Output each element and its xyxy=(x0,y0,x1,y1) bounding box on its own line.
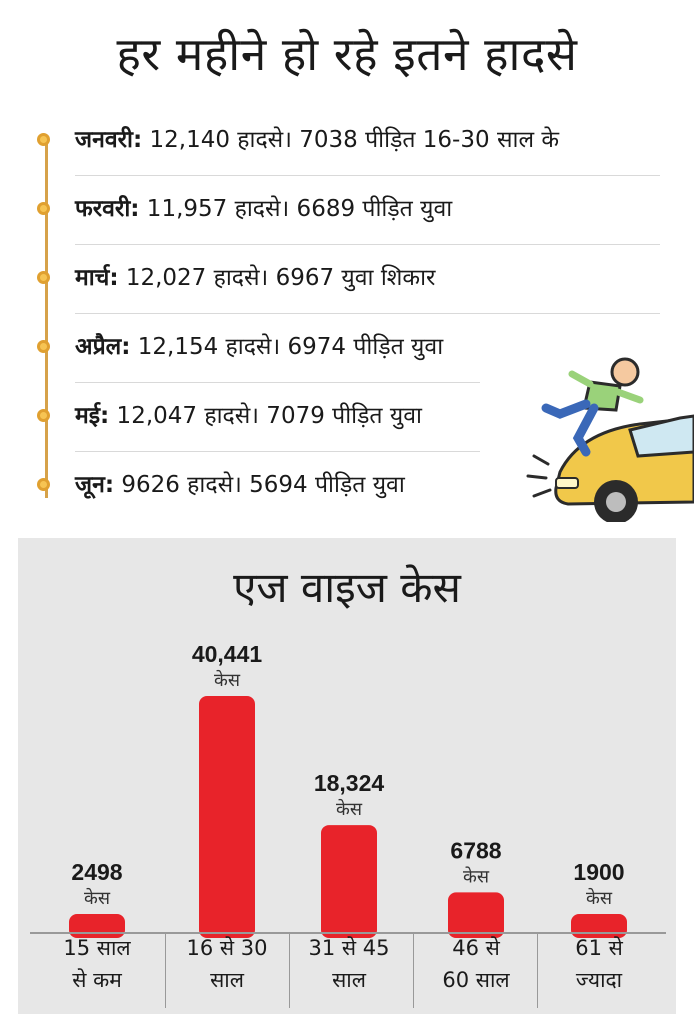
bar xyxy=(448,892,504,938)
bar xyxy=(199,696,255,938)
bar-value-label: 6788 xyxy=(450,837,501,863)
x-tick-label-line: साल xyxy=(210,968,244,992)
x-tick-label-line: 61 से xyxy=(575,936,623,960)
bar-unit-label: केस xyxy=(586,887,613,909)
x-tick-label-line: 16 से 30 xyxy=(186,936,268,960)
x-axis xyxy=(30,932,666,1010)
x-tick-label-line: 60 साल xyxy=(442,968,510,992)
month-row-january: जनवरी: 12,140 हादसे। 7038 पीड़ित 16-30 स… xyxy=(0,108,660,176)
axis-divider xyxy=(289,934,290,1008)
bar-value-label: 1900 xyxy=(573,859,624,885)
timeline-dot-icon xyxy=(37,202,50,215)
timeline-dot-icon xyxy=(37,409,50,422)
monthly-timeline: जनवरी: 12,140 हादसे। 7038 पीड़ित 16-30 स… xyxy=(0,108,694,528)
month-name: मार्च: xyxy=(75,265,119,291)
bar xyxy=(321,825,377,938)
axis-divider xyxy=(537,934,538,1008)
month-row-may: मई: 12,047 हादसे। 7079 पीड़ित युवा xyxy=(0,384,660,452)
x-tick-label-line: साल xyxy=(332,968,366,992)
bar-unit-label: केस xyxy=(84,887,111,909)
bar-unit-label: केस xyxy=(463,865,490,887)
car-hitting-pedestrian-icon xyxy=(526,357,694,522)
month-name: जून: xyxy=(75,472,115,498)
bar-value-label: 40,441 xyxy=(192,641,263,667)
month-stats: 12,154 हादसे। 6974 पीड़ित युवा xyxy=(130,334,444,360)
month-row-june: जून: 9626 हादसे। 5694 पीड़ित युवा xyxy=(0,453,660,521)
chart-title: एज वाइज केस xyxy=(233,563,461,612)
row-divider xyxy=(75,313,660,314)
x-tick-label: 31 से 45 साल xyxy=(290,932,408,996)
age-wise-chart-panel: एज वाइज केस 2498 केस 40,441 केस 18,324 केस 678… xyxy=(18,538,676,1014)
bar-value-label: 2498 xyxy=(71,859,122,885)
axis-divider xyxy=(165,934,166,1008)
x-tick-label-line: 46 से xyxy=(452,936,500,960)
month-name: जनवरी: xyxy=(75,127,143,153)
row-divider xyxy=(75,175,660,176)
x-tick-label: 16 से 30 साल xyxy=(168,932,286,996)
timeline-line xyxy=(45,138,48,498)
month-stats: 12,047 हादसे। 7079 पीड़ित युवा xyxy=(109,403,422,429)
month-stats: 12,140 हादसे। 7038 पीड़ित 16-30 साल के xyxy=(142,127,560,153)
x-tick-label-line: से कम xyxy=(72,968,122,992)
x-tick-label-line: ज्यादा xyxy=(575,968,623,992)
month-row-february: फरवरी: 11,957 हादसे। 6689 पीड़ित युवा xyxy=(0,177,660,245)
month-stats: 12,027 हादसे। 6967 युवा शिकार xyxy=(118,265,436,291)
month-row-march: मार्च: 12,027 हादसे। 6967 युवा शिकार xyxy=(0,246,660,314)
bar-unit-label: केस xyxy=(336,798,363,820)
x-tick-label-line: 15 साल xyxy=(63,936,131,960)
timeline-dot-icon xyxy=(37,478,50,491)
month-row-april: अप्रैल: 12,154 हादसे। 6974 पीड़ित युवा xyxy=(0,315,660,383)
timeline-dot-icon xyxy=(37,271,50,284)
month-name: मई: xyxy=(75,403,110,429)
month-name: फरवरी: xyxy=(75,196,140,222)
row-divider xyxy=(75,244,660,245)
month-stats: 11,957 हादसे। 6689 पीड़ित युवा xyxy=(139,196,453,222)
x-tick-label: 61 से ज्यादा xyxy=(540,932,658,996)
axis-divider xyxy=(413,934,414,1008)
page-title: हर महीने हो रहे इतने हादसे xyxy=(116,27,578,81)
bar-unit-label: केस xyxy=(214,669,241,691)
row-divider xyxy=(75,382,480,383)
month-name: अप्रैल: xyxy=(75,334,131,360)
x-tick-label: 15 साल से कम xyxy=(38,932,156,996)
month-stats: 9626 हादसे। 5694 पीड़ित युवा xyxy=(114,472,405,498)
timeline-dot-icon xyxy=(37,133,50,146)
x-tick-label-line: 31 से 45 xyxy=(308,936,390,960)
row-divider xyxy=(75,451,480,452)
timeline-dot-icon xyxy=(37,340,50,353)
bar-value-label: 18,324 xyxy=(314,770,385,796)
x-tick-label: 46 से 60 साल xyxy=(417,932,535,996)
